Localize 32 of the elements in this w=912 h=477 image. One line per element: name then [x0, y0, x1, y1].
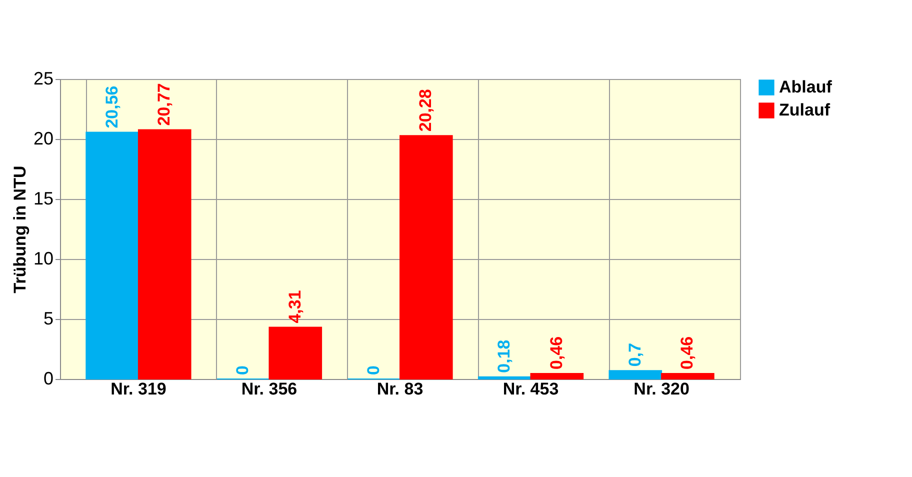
- data-label: 0: [233, 366, 252, 375]
- y-tick-label: 0: [43, 368, 54, 388]
- data-label: 0,18: [494, 340, 514, 373]
- legend-label: Ablauf: [779, 78, 832, 96]
- bar: [400, 135, 453, 380]
- data-label: 20,28: [416, 89, 436, 132]
- x-tick-label: Nr. 83: [376, 380, 424, 398]
- data-label: 0,46: [546, 336, 566, 370]
- y-tick-label: 25: [33, 68, 54, 88]
- bar: [268, 326, 322, 380]
- data-label: 20,56: [102, 86, 122, 128]
- y-tick-label: 20: [33, 128, 54, 148]
- bar: [530, 372, 584, 380]
- y-tick-label: 5: [43, 308, 54, 328]
- bar: [661, 372, 714, 380]
- y-tick-label: 15: [33, 188, 54, 208]
- x-tick-label: Nr. 453: [502, 380, 559, 398]
- x-tick-label: Nr. 356: [241, 380, 298, 398]
- y-axis-title: Trübung in NTU: [10, 166, 30, 294]
- bar: [478, 376, 532, 380]
- data-label: 0,7: [625, 342, 644, 367]
- bar: [608, 370, 662, 380]
- data-label: 0: [364, 366, 383, 375]
- y-tick-label: 10: [33, 248, 54, 268]
- bar: [86, 132, 139, 380]
- data-label: 0,46: [678, 336, 697, 370]
- data-label: 20,77: [154, 83, 174, 126]
- data-label: 4,31: [285, 290, 304, 324]
- bar: [138, 129, 192, 380]
- x-tick-label: Nr. 319: [110, 380, 166, 398]
- legend-label: Zulauf: [779, 100, 830, 120]
- x-tick-label: Nr. 320: [634, 380, 690, 398]
